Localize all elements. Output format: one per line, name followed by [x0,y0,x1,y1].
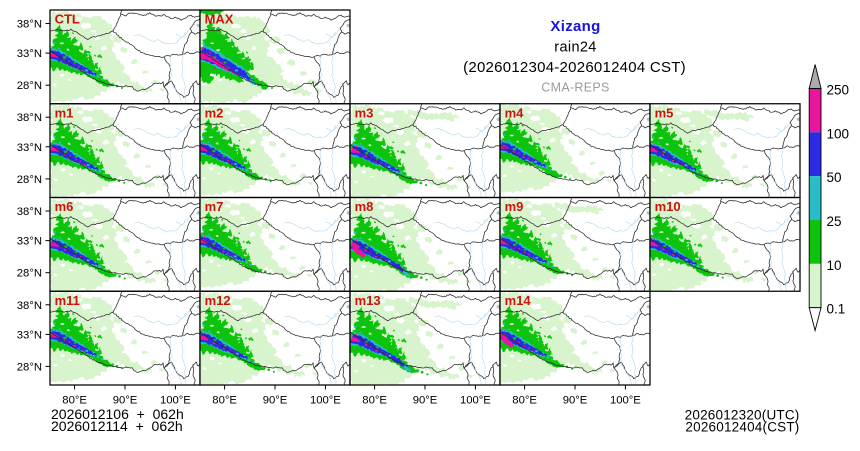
svg-text:CTL: CTL [55,12,80,27]
svg-text:0.1: 0.1 [827,302,846,317]
svg-text:90°E: 90°E [413,395,438,407]
svg-text:2026012320(UTC): 2026012320(UTC) [685,407,800,422]
svg-text:2026012106 + 062h: 2026012106 + 062h [51,406,184,422]
svg-text:33°N: 33°N [17,142,42,154]
svg-text:28°N: 28°N [17,361,42,373]
svg-text:10: 10 [827,258,842,273]
svg-text:m10: m10 [655,199,681,214]
svg-text:2026012114 + 062h: 2026012114 + 062h [51,418,183,434]
svg-text:80°E: 80°E [512,395,537,407]
svg-text:25: 25 [827,214,842,229]
svg-text:100°E: 100°E [610,395,641,407]
svg-text:m5: m5 [655,105,674,120]
svg-text:28°N: 28°N [17,80,42,92]
svg-text:Xizang: Xizang [550,18,600,35]
svg-text:28°N: 28°N [17,268,42,280]
svg-text:250: 250 [827,82,850,97]
svg-text:38°N: 38°N [17,206,42,218]
svg-text:m3: m3 [355,105,374,120]
svg-text:m7: m7 [205,199,224,214]
svg-text:90°E: 90°E [263,395,288,407]
svg-text:MAX: MAX [205,12,234,27]
svg-text:100: 100 [827,126,850,141]
svg-text:rain24: rain24 [554,40,596,56]
svg-text:33°N: 33°N [17,48,42,60]
svg-text:m4: m4 [505,105,525,120]
svg-text:2026012404(CST): 2026012404(CST) [685,419,799,434]
svg-text:90°E: 90°E [563,395,588,407]
svg-text:100°E: 100°E [310,395,341,407]
svg-text:28°N: 28°N [17,174,42,186]
svg-text:m1: m1 [55,105,74,120]
svg-text:m11: m11 [55,293,80,308]
svg-text:m13: m13 [355,293,381,308]
svg-text:33°N: 33°N [17,236,42,248]
svg-text:(2026012304-2026012404 CST): (2026012304-2026012404 CST) [463,59,686,76]
svg-text:m6: m6 [55,199,74,214]
svg-text:80°E: 80°E [362,395,387,407]
svg-text:38°N: 38°N [17,112,42,124]
svg-text:100°E: 100°E [460,395,491,407]
svg-text:m12: m12 [205,293,231,308]
svg-text:m14: m14 [505,293,532,308]
svg-text:m8: m8 [355,199,374,214]
svg-text:CMA-REPS: CMA-REPS [541,81,609,95]
svg-text:38°N: 38°N [17,300,42,312]
svg-text:33°N: 33°N [17,329,42,341]
svg-text:80°E: 80°E [62,395,87,407]
svg-text:100°E: 100°E [160,395,191,407]
svg-text:50: 50 [827,170,842,185]
svg-text:38°N: 38°N [17,19,42,31]
svg-text:80°E: 80°E [212,395,237,407]
svg-text:m2: m2 [205,105,224,120]
svg-text:m9: m9 [505,199,524,214]
svg-text:90°E: 90°E [113,395,138,407]
